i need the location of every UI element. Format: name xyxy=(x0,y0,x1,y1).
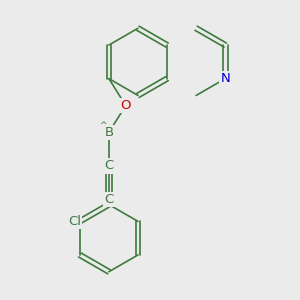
Text: ^: ^ xyxy=(99,121,107,130)
Text: O: O xyxy=(120,99,131,112)
Text: C: C xyxy=(104,193,113,206)
Text: C: C xyxy=(104,160,113,172)
Text: Cl: Cl xyxy=(68,215,81,228)
Text: N: N xyxy=(220,72,230,85)
Text: B: B xyxy=(104,126,113,139)
